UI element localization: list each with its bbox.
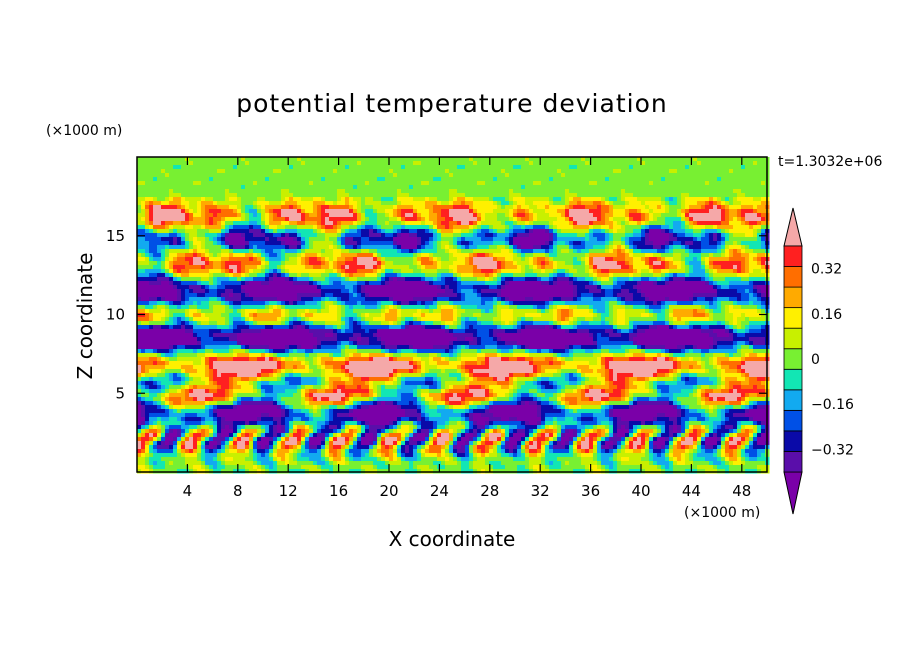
time-label: t=1.3032e+06 [778,154,882,170]
y-tick-label: 10 [106,306,125,324]
y-tick-label: 5 [115,384,125,402]
contour-plot-area [136,156,770,474]
x-tick-label: 32 [531,482,550,500]
x-axis-ticks: 4 8 12 16 20 24 28 32 36 40 44 48 [183,157,751,500]
colorbar-swatch [783,327,803,350]
x-tick-label: 4 [183,482,193,500]
x-tick-label: 12 [279,482,298,500]
colorbar-swatch [783,389,803,411]
x-axis-unit: (×1000 m) [684,505,760,521]
x-tick-label: 20 [379,482,398,500]
colorbar-swatch [783,245,803,267]
x-tick-label: 44 [682,482,701,500]
x-tick-label: 28 [480,482,499,500]
x-tick-label: 48 [732,482,751,500]
y-axis-label: Z coordinate [73,253,97,380]
colorbar-swatch [783,307,803,329]
colorbar-tick-label: −0.16 [811,397,854,413]
colorbar: 0.32 0.16 0 −0.16 −0.32 [783,207,854,515]
colorbar-swatch [783,409,803,432]
x-axis-label: X coordinate [389,527,516,551]
colorbar-extend-min [783,471,803,515]
colorbar-tick-label: 0.16 [811,307,842,323]
colorbar-swatch [783,368,803,391]
x-tick-label: 40 [631,482,650,500]
colorbar-tick-label: −0.32 [811,442,854,458]
colorbar-tick-label: 0 [811,352,820,368]
y-axis-ticks: 5 10 15 [106,227,767,402]
chart-title: potential temperature deviation [236,89,667,118]
colorbar-swatch [783,286,803,309]
colorbar-swatch [783,348,803,370]
y-axis-unit: (×1000 m) [46,123,122,139]
colorbar-swatch [783,266,803,288]
x-tick-label: 24 [430,482,449,500]
x-tick-label: 16 [329,482,348,500]
x-tick-label: 8 [233,482,243,500]
colorbar-swatch [783,430,803,452]
colorbar-swatch [783,451,803,473]
colorbar-tick-label: 0.32 [811,262,842,278]
x-tick-label: 36 [581,482,600,500]
colorbar-extend-max [783,207,803,247]
y-tick-label: 15 [106,227,125,245]
